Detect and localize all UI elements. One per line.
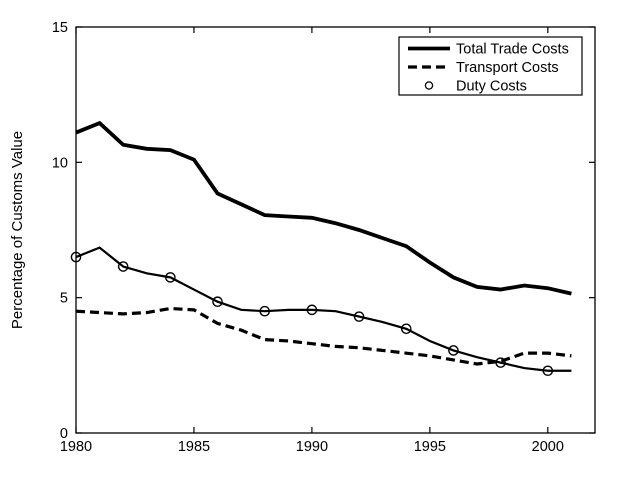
- legend-entry-label: Duty Costs: [456, 79, 527, 95]
- circle-marker: [117, 261, 129, 272]
- legend: Total Trade Costs Transport Costs Duty Cos…: [398, 36, 583, 96]
- circle-marker: [448, 345, 459, 356]
- legend-entry-label: Total Trade Costs: [456, 42, 569, 58]
- x-axis: 1980 1985 1990 1995 2000: [60, 27, 564, 455]
- x-tick-label: 1990: [296, 439, 328, 455]
- duty-cost-markers: [70, 251, 554, 377]
- circle-marker: [400, 323, 412, 335]
- circle-marker: [542, 365, 554, 377]
- circle-marker: [70, 251, 82, 263]
- x-tick-label: 1995: [414, 439, 446, 455]
- y-tick-label: 0: [60, 426, 68, 442]
- series-duty-costs-line: [75, 246, 572, 372]
- circle-marker: [306, 304, 318, 316]
- circle-marker: [212, 296, 223, 308]
- y-axis: 0 5 10 15: [52, 20, 595, 442]
- x-tick-label: 2000: [532, 439, 564, 455]
- y-tick-label: 10: [52, 155, 68, 171]
- plot-frame: [75, 26, 596, 434]
- series-total-trade-costs-line: [75, 120, 572, 296]
- circle-marker: [495, 357, 506, 368]
- y-tick-label: 5: [60, 291, 68, 307]
- legend-entry-label: Transport Costs: [456, 60, 559, 76]
- circle-marker: [259, 305, 271, 317]
- y-tick-label: 15: [52, 20, 68, 36]
- x-tick-label: 1980: [60, 439, 92, 455]
- circle-marker: [165, 272, 176, 283]
- x-tick-label: 1985: [178, 439, 210, 455]
- y-axis-label: Percentage of Customs Value: [9, 131, 26, 329]
- legend-sample-circle-marker: [424, 81, 434, 90]
- circle-marker: [353, 311, 365, 322]
- series-transport-costs-line: [75, 306, 572, 366]
